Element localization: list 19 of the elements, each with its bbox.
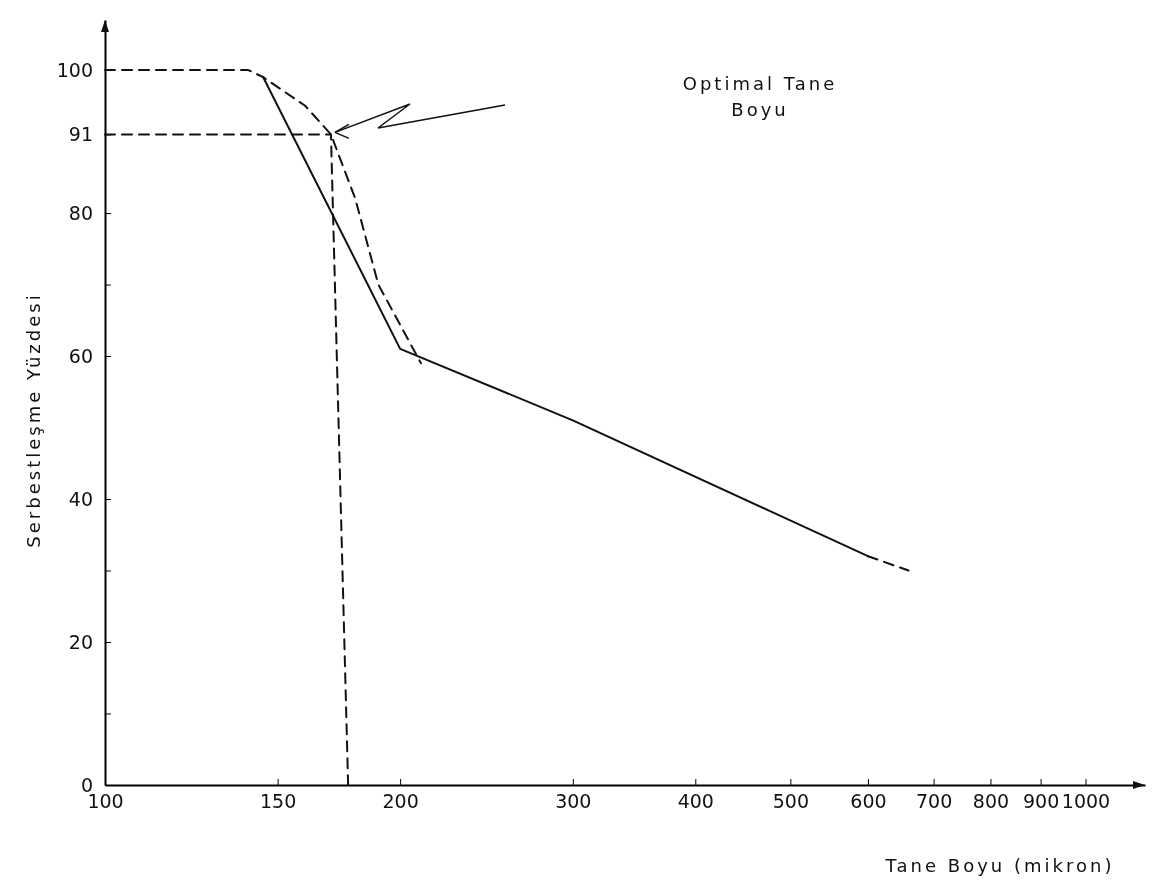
y-tick-label: 20 — [68, 630, 93, 653]
x-tick-label: 150 — [260, 790, 297, 813]
annotation: Optimal Tane Boyu — [682, 73, 838, 120]
x-tick-label: 400 — [677, 790, 714, 813]
x-tick-label: 600 — [850, 790, 887, 813]
x-tick-label: 700 — [915, 790, 953, 813]
x-tick-label: 300 — [555, 790, 592, 813]
y-tick-label: 100 — [56, 58, 93, 81]
x-tick-label: 800 — [972, 790, 1010, 813]
x-tick-label: 900 — [1022, 790, 1060, 813]
x-axis-title: Tane Boyu (mikron) — [884, 855, 1115, 876]
y-tick-label: 60 — [68, 344, 93, 367]
x-tick-label: 200 — [382, 790, 419, 813]
x-tick-label: 500 — [772, 790, 809, 813]
x-tick-label: 1000 — [1061, 790, 1111, 813]
y-axis-title: Serbestleşme Yüzdesi — [23, 292, 44, 548]
y-tick-label: 80 — [68, 201, 93, 224]
y-tick-label: 91 — [68, 122, 93, 145]
y-tick-label: 40 — [68, 487, 93, 510]
